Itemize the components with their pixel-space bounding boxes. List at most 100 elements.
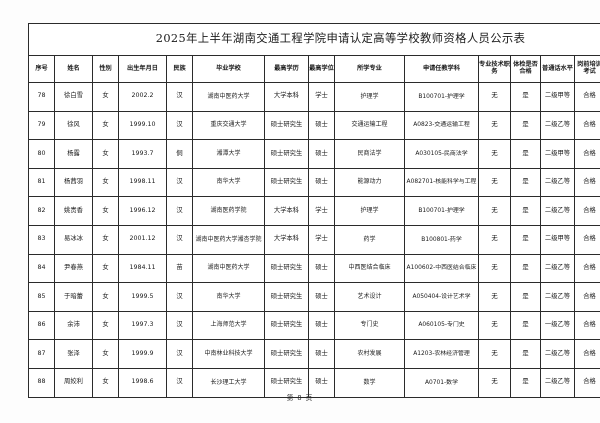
- cell-major: 交通运输工程: [334, 110, 405, 141]
- cell-pretraining: 合格: [574, 282, 600, 312]
- cell-school: 湖南中医药大学: [192, 82, 265, 112]
- cell-birth: 1984.11: [118, 253, 167, 284]
- cell-subject: A060105-专门史: [404, 310, 479, 341]
- cell-ethnicity: 汉: [166, 339, 193, 369]
- cell-ethnicity: 汉: [166, 224, 193, 255]
- cell-pretraining: 合格: [574, 367, 600, 398]
- cell-name: 杨茜羽: [54, 167, 93, 198]
- cell-gender: 女: [92, 253, 119, 284]
- cell-education: 硕士研究生: [264, 367, 309, 398]
- cell-mandarin: 一级乙等: [540, 310, 575, 341]
- cell-education: 硕士研究生: [264, 253, 309, 284]
- column-header-gender: 性别: [92, 55, 119, 83]
- cell-subject: A0823-交通运输工程: [404, 110, 479, 141]
- column-header-pretraining: 岗前培训考试: [574, 55, 600, 83]
- cell-seq: 78: [28, 82, 55, 112]
- cell-seq: 87: [28, 339, 55, 369]
- column-header-title: 专业技术职务: [478, 55, 511, 83]
- cell-education: 硕士研究生: [264, 282, 309, 312]
- cell-title: 无: [478, 339, 511, 369]
- cell-physical: 是: [510, 253, 541, 284]
- cell-title: 无: [478, 310, 511, 341]
- table-row: 80 杨露女 1993.7 侗湘潭大学 硕士研究生 硕士 民商法学 A030105-民商法学无…: [28, 139, 600, 169]
- cell-gender: 女: [92, 310, 119, 341]
- cell-education: 大学本科: [264, 224, 309, 255]
- cell-subject: B100801-药学: [404, 224, 479, 255]
- cell-birth: 1998.11: [118, 167, 167, 198]
- cell-name: 杨露: [54, 139, 93, 169]
- cell-education: 硕士研究生: [264, 310, 309, 341]
- cell-name: 易冰冰: [54, 224, 93, 255]
- cell-seq: 81: [28, 167, 55, 198]
- cell-name: 徐白雪: [54, 82, 93, 112]
- cell-pretraining: 合格: [574, 224, 600, 255]
- cell-gender: 女: [92, 339, 119, 369]
- table-row: 83 易冰冰女 2001.12 汉湖南中医药大学湘杏学院 大学本科 学士 药学 B100801…: [28, 224, 600, 255]
- cell-school: 上海师范大学: [192, 310, 265, 341]
- table-row: 82 姚贵香女 1996.12 汉湖南医药学院 大学本科 学士 护理学 B100701-护理学…: [28, 196, 600, 226]
- cell-seq: 82: [28, 196, 55, 226]
- cell-seq: 85: [28, 282, 55, 312]
- table-head: 2025年上半年湖南交通工程学院申请认定高等学校教师资格人员公示表 序号 姓名 性别…: [27, 23, 600, 83]
- cell-subject: B100701-护理学: [404, 196, 479, 226]
- cell-physical: 是: [510, 167, 541, 198]
- cell-gender: 女: [92, 196, 119, 226]
- cell-mandarin: 二级乙等: [540, 167, 575, 198]
- column-header-degree: 最高学位: [308, 55, 335, 83]
- page-title: 2025年上半年湖南交通工程学院申请认定高等学校教师资格人员公示表: [27, 23, 600, 56]
- cell-birth: 1998.6: [118, 367, 167, 398]
- cell-birth: 2002.2: [118, 82, 167, 112]
- cell-mandarin: 二级乙等: [540, 196, 575, 226]
- cell-education: 硕士研究生: [264, 339, 309, 369]
- cell-physical: 是: [510, 82, 541, 112]
- cell-mandarin: 二级乙等: [540, 367, 575, 398]
- cell-seq: 83: [28, 224, 55, 255]
- cell-degree: 硕士: [308, 282, 335, 312]
- cell-pretraining: 合格: [574, 110, 600, 141]
- cell-major: 民商法学: [334, 139, 405, 169]
- cell-mandarin: 二级甲等: [540, 224, 575, 255]
- table-row: 78 徐白雪女 2002.2 汉湖南中医药大学 大学本科 学士 护理学 B100701-护理学…: [28, 82, 600, 112]
- cell-name: 徐风: [54, 110, 93, 141]
- cell-degree: 学士: [308, 224, 335, 255]
- cell-seq: 80: [28, 139, 55, 169]
- cell-school: 中南林业科技大学: [192, 339, 265, 369]
- cell-seq: 84: [28, 253, 55, 284]
- cell-pretraining: 合格: [574, 82, 600, 112]
- cell-major: 农村发展: [334, 339, 405, 369]
- cell-degree: 学士: [308, 82, 335, 112]
- column-header-school: 毕业学校: [192, 55, 265, 83]
- cell-subject: B100701-护理学: [404, 82, 479, 112]
- cell-school: 南华大学: [192, 167, 265, 198]
- cell-title: 无: [478, 367, 511, 398]
- column-header-subject: 申请任教学科: [404, 55, 479, 83]
- cell-ethnicity: 侗: [166, 139, 193, 169]
- cell-degree: 硕士: [308, 253, 335, 284]
- cell-title: 无: [478, 139, 511, 169]
- cell-seq: 86: [28, 310, 55, 341]
- page-footer: 第 8 页: [286, 394, 314, 402]
- cell-seq: 79: [28, 110, 55, 141]
- cell-mandarin: 二级乙等: [540, 110, 575, 141]
- cell-pretraining: 合格: [574, 310, 600, 341]
- column-header-ethnicity: 民族: [166, 55, 193, 83]
- cell-name: 姚贵香: [54, 196, 93, 226]
- cell-subject: A050404-设计艺术学: [404, 282, 479, 312]
- cell-major: 护理学: [334, 82, 405, 112]
- cell-major: 中西医结合临床: [334, 253, 405, 284]
- cell-ethnicity: 汉: [166, 282, 193, 312]
- cell-pretraining: 合格: [574, 139, 600, 169]
- cell-physical: 是: [510, 110, 541, 141]
- table-row: 85 于暗蕾女 1999.5 汉南华大学 硕士研究生 硕士 艺术设计 A050404-设计艺术…: [28, 282, 600, 312]
- cell-education: 大学本科: [264, 196, 309, 226]
- cell-mandarin: 二级甲等: [540, 139, 575, 169]
- cell-ethnicity: 汉: [166, 367, 193, 398]
- table-body: 78 徐白雪女 2002.2 汉湖南中医药大学 大学本科 学士 护理学 B100701-护理学…: [28, 82, 600, 398]
- cell-mandarin: 二级乙等: [540, 339, 575, 369]
- column-header-name: 姓名: [54, 55, 93, 83]
- cell-birth: 1999.10: [118, 110, 167, 141]
- cell-gender: 女: [92, 224, 119, 255]
- cell-ethnicity: 汉: [166, 310, 193, 341]
- cell-major: 数学: [334, 367, 405, 398]
